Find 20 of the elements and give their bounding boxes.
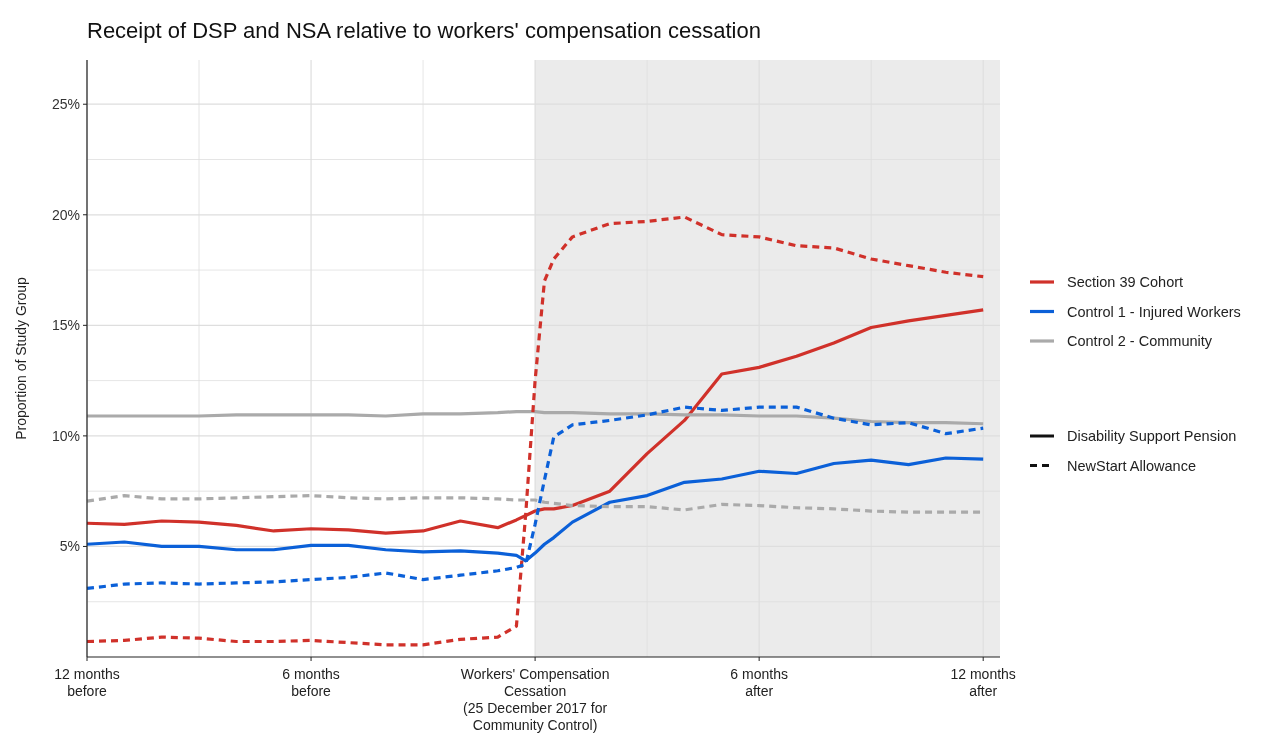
y-tick-label: 25%: [51, 96, 80, 113]
y-tick-label: 20%: [51, 206, 80, 223]
legend-label: Section 39 Cohort: [1067, 274, 1184, 290]
y-tick-label: 5%: [59, 538, 80, 555]
chart-title: Receipt of DSP and NSA relative to workers' compensation cessation: [87, 18, 761, 43]
y-tick-label: 15%: [51, 317, 80, 334]
x-tick-label: Workers' Compensation Cessation (25 December 2017 for Community Control): [460, 666, 610, 733]
y-tick-label: 10%: [51, 427, 80, 444]
line-series: [85, 215, 985, 647]
x-tick-label: 6 months after: [730, 666, 788, 699]
text: Disability Support Pension: [1067, 428, 1237, 444]
line-series: [85, 405, 985, 591]
legend-label: Control 2 - Community: [1067, 333, 1213, 349]
text: NewStart Allowance: [1067, 457, 1196, 474]
line-series: [85, 409, 985, 426]
x-tick-label: 12 months before: [54, 666, 120, 699]
x-tick-label: 6 months before: [282, 666, 340, 699]
legend-label: Control 1 - Injured Workers: [1067, 303, 1241, 320]
y-axis-title: Proportion of Study Group: [13, 276, 29, 440]
x-tick-label: 12 months after: [950, 666, 1016, 699]
